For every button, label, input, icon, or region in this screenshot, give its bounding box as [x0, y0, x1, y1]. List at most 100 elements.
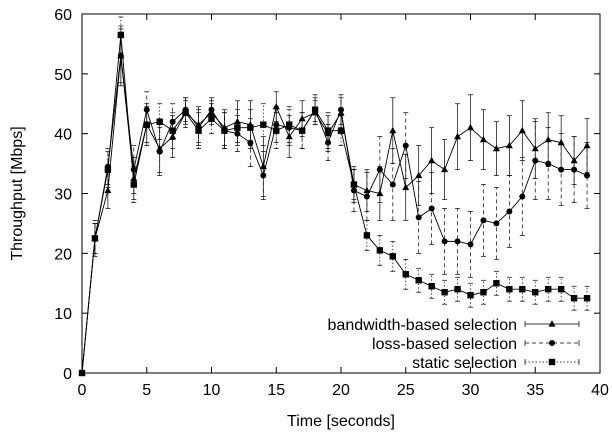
error-bar	[468, 211, 473, 278]
series-1-point	[363, 186, 371, 194]
series-2-point	[415, 214, 422, 221]
series-lines-layer	[81, 34, 588, 374]
series-2-point	[558, 166, 565, 173]
series-2-point	[545, 160, 552, 167]
series-2-point	[350, 187, 357, 194]
x-axis-label: Time [seconds]	[287, 413, 395, 430]
y-tick-label: 0	[63, 366, 72, 383]
series-3-point	[273, 127, 280, 134]
series-1-point	[285, 132, 293, 140]
y-tick-label: 40	[54, 127, 72, 144]
series-2-point	[169, 118, 176, 125]
error-bar	[455, 208, 461, 275]
x-tick-label: 25	[397, 382, 415, 399]
series-2-point	[441, 238, 448, 245]
series-3-point	[221, 127, 228, 134]
series-2-point	[493, 220, 500, 227]
series-1-point	[130, 174, 138, 182]
series-3-point	[363, 232, 371, 239]
series-line-3	[81, 34, 588, 374]
series-3-point	[454, 286, 461, 293]
series-1-point	[454, 132, 462, 140]
series-3-point	[337, 127, 345, 134]
series-1-point	[298, 114, 306, 122]
series-2-point	[467, 241, 474, 248]
error-bar	[571, 136, 577, 203]
legend-label: bandwidth-based selection	[328, 317, 517, 334]
x-tick-label: 0	[78, 382, 87, 399]
axis-ticks-layer: 0 5 10 15 20 25 30 35 40 0 10 20 30 40 50 60	[54, 7, 609, 399]
series-3-point	[104, 166, 112, 173]
series-2-point	[234, 130, 241, 137]
series-2-point	[130, 166, 137, 173]
series-3-point	[570, 295, 578, 302]
series-1-point	[233, 117, 241, 125]
series-2-point	[480, 217, 487, 224]
series-3-point	[402, 271, 409, 278]
x-tick-label: 30	[462, 382, 480, 399]
series-3-point	[143, 121, 150, 128]
series-1-point	[492, 144, 500, 152]
series-line-2	[81, 55, 588, 374]
series-3-point	[545, 286, 552, 293]
error-bar	[312, 97, 318, 123]
series-1-point	[415, 171, 423, 179]
series-line-1	[81, 55, 588, 374]
series-3-point	[117, 31, 125, 39]
series-1-point	[557, 138, 565, 146]
series-3-point	[428, 283, 435, 290]
series-3-point	[156, 118, 163, 125]
series-3-point	[519, 286, 526, 293]
series-3-point	[376, 247, 384, 254]
series-1-point	[531, 144, 539, 152]
series-3-point	[557, 286, 565, 293]
series-3-point	[208, 115, 215, 122]
series-markers-layer	[78, 31, 591, 377]
y-axis-label: Throughput [Mbps]	[9, 126, 26, 260]
series-2-point	[338, 106, 344, 113]
series-3-point	[493, 280, 500, 287]
series-2-point	[506, 208, 513, 215]
y-tick-label: 10	[54, 306, 72, 323]
legend-marker	[549, 340, 555, 346]
series-2-point	[389, 181, 396, 188]
x-tick-label: 15	[267, 382, 285, 399]
y-tick-label: 60	[54, 7, 72, 24]
series-2-point	[208, 106, 215, 113]
series-2-point	[584, 172, 591, 179]
series-2-point	[519, 193, 526, 200]
series-3-point	[311, 106, 319, 113]
series-1-point	[376, 189, 384, 197]
series-1-point	[389, 126, 397, 134]
series-1-point	[570, 156, 578, 164]
x-tick-label: 35	[526, 382, 544, 399]
series-3-point	[234, 124, 241, 131]
series-3-point	[169, 127, 176, 134]
x-tick-label: 10	[203, 382, 221, 399]
series-1-point	[104, 186, 112, 194]
series-3-point	[182, 109, 189, 116]
series-1-point	[169, 132, 177, 140]
series-2-point	[571, 166, 578, 173]
series-3-point	[286, 121, 293, 128]
series-2-point	[247, 139, 254, 146]
series-1-point	[272, 102, 280, 110]
legend: bandwidth-based selection loss-based sele…	[328, 317, 580, 372]
series-2-point	[454, 238, 461, 245]
series-1-point	[518, 126, 526, 134]
series-3-point	[260, 121, 267, 128]
series-3-point	[506, 286, 513, 293]
series-2-point	[156, 148, 163, 155]
series-2-point	[532, 157, 539, 164]
y-tick-label: 50	[54, 67, 72, 84]
error-bars-layer	[92, 16, 590, 311]
legend-marker	[548, 320, 556, 327]
series-1-point	[479, 135, 487, 143]
series-3-point	[324, 127, 332, 134]
series-2-point	[376, 166, 383, 173]
series-1-point	[505, 141, 513, 149]
series-1-point	[428, 156, 436, 164]
series-3-point	[91, 235, 99, 242]
series-3-point	[480, 289, 487, 296]
